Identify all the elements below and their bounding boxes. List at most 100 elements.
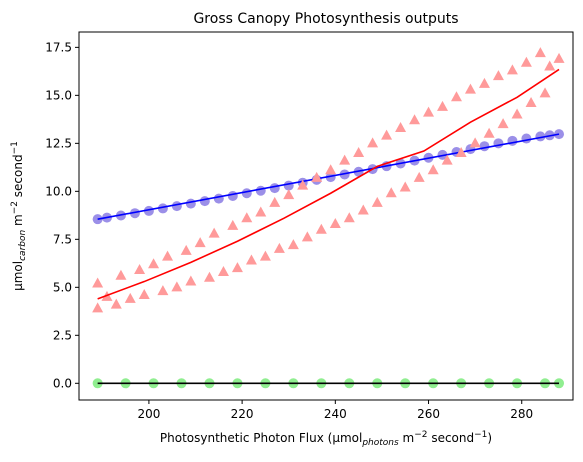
series-1-point-55 (483, 127, 495, 138)
series-0-point-31 (521, 133, 532, 144)
series-0-point-11 (241, 188, 252, 199)
series-0-point-8 (199, 196, 210, 207)
series-0-point-17 (325, 172, 336, 183)
x-label-prefix: Photosynthetic Photon Flux (µmol (160, 431, 362, 445)
series-1-point-5 (124, 292, 136, 303)
series-1-point-53 (469, 137, 481, 148)
series-1-point-23 (259, 250, 271, 261)
x-label-mid: m (399, 431, 415, 445)
x-tick-label-0: 200 (137, 407, 160, 421)
series-1-point-62 (534, 47, 546, 58)
series-1-point-34 (339, 154, 351, 165)
series-1-point-45 (413, 171, 425, 182)
x-tick-label-1: 220 (231, 407, 254, 421)
series-1-point-36 (353, 146, 365, 157)
series-1-point-47 (427, 164, 439, 175)
x-label-sup1: −2 (414, 430, 427, 440)
series-0-point-13 (269, 183, 280, 194)
x-axis: 200 220 240 260 280 (137, 400, 533, 421)
y-label-sub: carbon (18, 230, 28, 261)
series-1-point-54 (478, 77, 490, 88)
series-0-fit-line (97, 133, 560, 220)
y-tick-label-6: 15.0 (45, 88, 72, 102)
series-0-point-14 (283, 180, 294, 191)
x-label-sup2: −1 (474, 430, 487, 440)
y-tick-label-1: 2.5 (53, 328, 72, 342)
series-1-point-29 (301, 231, 313, 242)
series-1-point-6 (134, 264, 146, 275)
series-0-point-28 (479, 141, 490, 152)
series-1-point-35 (343, 212, 355, 223)
x-label-suffix: ) (487, 431, 492, 445)
series-0-point-30 (507, 135, 518, 146)
series-1-point-13 (185, 275, 197, 286)
series-1-point-14 (194, 237, 206, 248)
series-1-point-19 (231, 262, 243, 273)
y-tick-label-7: 17.5 (45, 40, 72, 54)
series-1-point-61 (525, 97, 537, 108)
series-0-point-10 (227, 190, 238, 201)
series-1-point-58 (506, 64, 518, 75)
series-1-point-8 (148, 258, 160, 269)
x-label-mid2: second (428, 431, 475, 445)
x-axis-label: Photosynthetic Photon Flux (µmolphotons … (160, 430, 492, 448)
series-1-point-60 (520, 56, 532, 67)
series-2 (92, 378, 565, 389)
x-tick-label-4: 280 (510, 407, 533, 421)
y-label-prefix: µmol (11, 261, 25, 291)
series-1-point-31 (315, 223, 327, 234)
series-0-point-4 (143, 205, 154, 216)
series-1-point-52 (464, 83, 476, 94)
series-1-point-28 (297, 179, 309, 190)
series-1-point-39 (371, 196, 383, 207)
series-0-point-29 (493, 138, 504, 149)
series-1-point-20 (241, 212, 253, 223)
series-1-point-1 (92, 277, 104, 288)
y-label-sup1: −2 (10, 201, 20, 214)
series-0-point-9 (213, 193, 224, 204)
series-1-point-15 (203, 271, 215, 282)
series-1-point-4 (115, 269, 127, 280)
series-0-point-3 (129, 208, 140, 219)
chart-title: Gross Canopy Photosynthesis outputs (193, 11, 458, 27)
x-label-sub: photons (361, 438, 399, 448)
y-label-mid2: second (11, 154, 25, 201)
series-1-point-18 (227, 219, 239, 230)
series-1-point-57 (497, 118, 509, 129)
series-1-point-44 (409, 114, 421, 125)
series-1-point-26 (283, 189, 295, 200)
y-axis-label: µmolcarbon m−2 second−1 (10, 141, 28, 291)
series-1-point-21 (245, 254, 257, 265)
series-1-point-9 (157, 285, 169, 296)
series-1-point-48 (437, 100, 449, 111)
series-1-point-49 (441, 154, 453, 165)
series-0-point-7 (185, 198, 196, 209)
series-1-point-22 (255, 206, 267, 217)
series-1-point-16 (208, 227, 220, 238)
y-tick-label-5: 12.5 (45, 136, 72, 150)
series-1-point-12 (180, 244, 192, 255)
series-0 (92, 129, 565, 225)
series-1-point-59 (511, 108, 523, 119)
y-tick-label-4: 10.0 (45, 184, 72, 198)
series-1-point-17 (217, 265, 229, 276)
series-1-point-25 (273, 242, 285, 253)
series-1-point-41 (385, 187, 397, 198)
series-0-point-6 (171, 201, 182, 212)
y-tick-label-3: 7.5 (53, 232, 72, 246)
series-1-fit-line (97, 68, 560, 300)
series-1 (92, 47, 565, 313)
series-1-point-11 (171, 281, 183, 292)
series-1-point-38 (367, 137, 379, 148)
series-1-point-24 (269, 196, 281, 207)
series-1-point-30 (311, 171, 323, 182)
axes-frame (78, 31, 574, 401)
y-label-sup2: −1 (10, 141, 20, 154)
series-1-point-42 (395, 121, 407, 132)
series-0-point-32 (535, 131, 546, 142)
series-1-point-3 (110, 298, 122, 309)
series-1-point-56 (492, 70, 504, 81)
y-tick-label-2: 5.0 (53, 280, 72, 294)
x-tick-label-2: 240 (324, 407, 347, 421)
